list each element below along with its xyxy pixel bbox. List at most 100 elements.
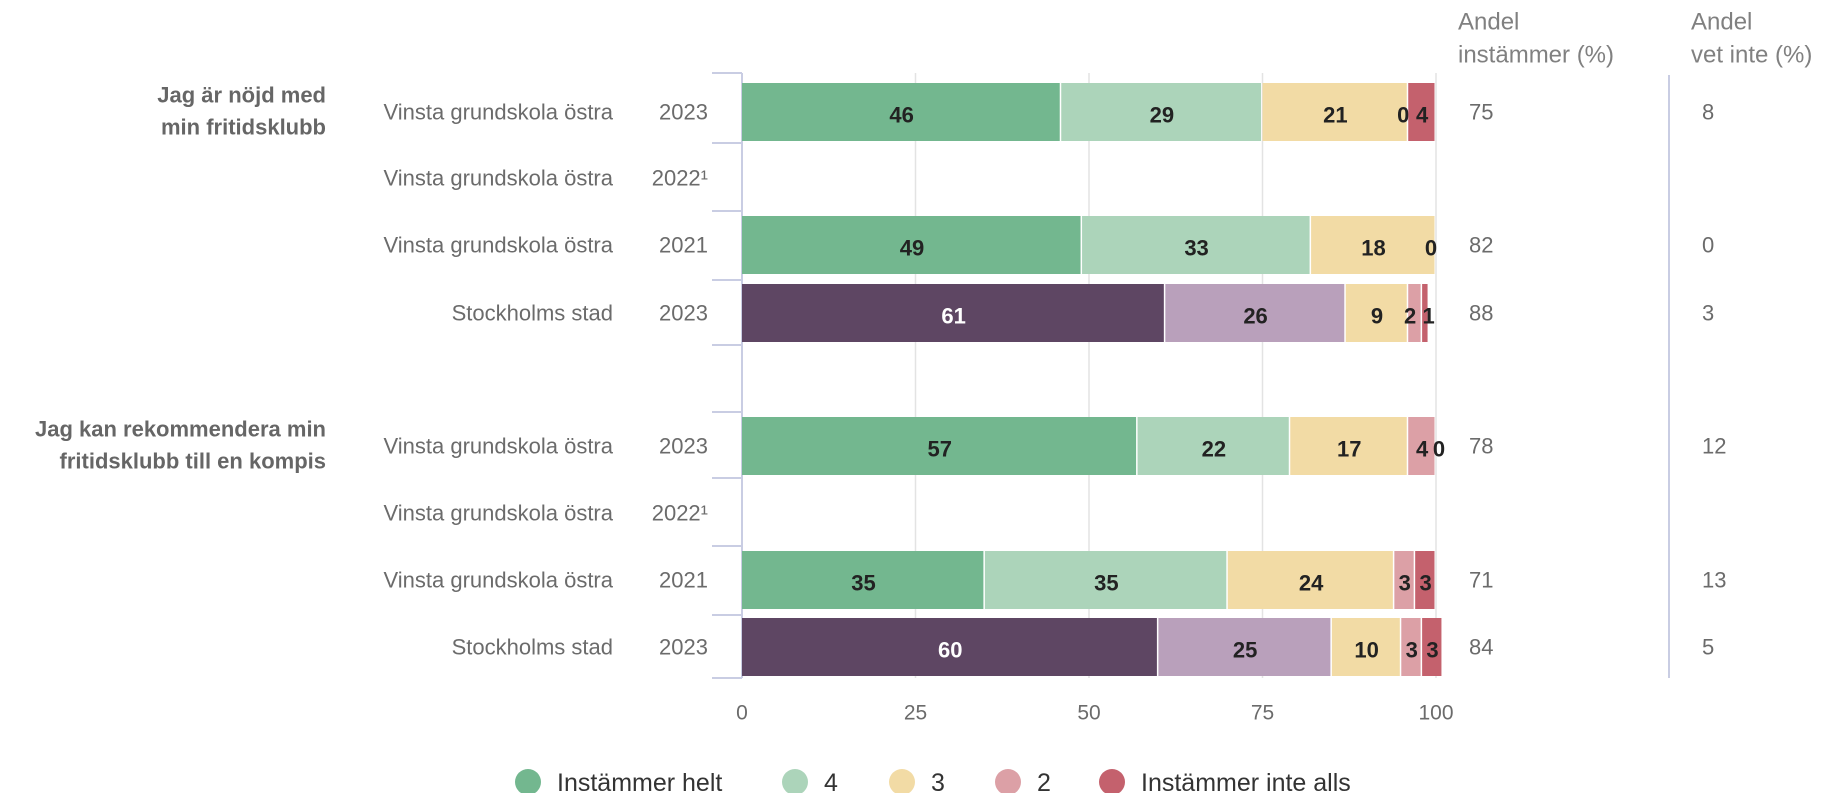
bar-segment <box>1331 618 1400 676</box>
legend-label: 4 <box>824 769 838 793</box>
dontknow-value: 12 <box>1702 434 1726 459</box>
bar-value-label: 1 <box>1422 304 1434 329</box>
bar-segment <box>1158 618 1331 676</box>
bar-segment <box>1165 284 1345 342</box>
bar-value-label: 3 <box>1399 571 1411 596</box>
question-label-line2: min fritidsklubb <box>161 115 326 140</box>
bar-segment <box>1408 83 1435 141</box>
bar-segment <box>742 618 1157 676</box>
bar-value-label: 35 <box>851 571 875 596</box>
bar-segment <box>1311 216 1435 274</box>
row-unit-label: Vinsta grundskola östra <box>383 233 613 258</box>
bar-segment <box>1290 417 1407 475</box>
bar-value-label: 3 <box>1419 571 1431 596</box>
row-year-label: 2023 <box>659 100 708 125</box>
bar-segment <box>1082 216 1310 274</box>
bar-segment <box>742 417 1137 475</box>
bar-segment <box>1408 284 1421 342</box>
bar-value-label: 22 <box>1202 437 1226 462</box>
bar-value-label: 0 <box>1397 103 1409 128</box>
bar-segment <box>984 551 1227 609</box>
dontknow-value: 0 <box>1702 233 1714 258</box>
bar-segment <box>742 216 1081 274</box>
bar-value-label: 26 <box>1243 304 1267 329</box>
bar-value-label: 2 <box>1404 304 1416 329</box>
bar-value-label: 18 <box>1361 236 1385 261</box>
row-year-label: 2023 <box>659 434 708 459</box>
dontknow-header-line1: Andel <box>1691 9 1752 36</box>
bar-value-label: 3 <box>1406 638 1418 663</box>
bar-segment <box>1394 551 1414 609</box>
bar-segment <box>1137 417 1289 475</box>
question-label-line1: Jag kan rekommendera min <box>35 417 326 442</box>
dontknow-header-line2: vet inte (%) <box>1691 42 1812 69</box>
bar-segment <box>1345 284 1407 342</box>
legend-label: Instämmer inte alls <box>1141 769 1351 793</box>
bar-value-label: 61 <box>941 304 965 329</box>
bar-value-label: 21 <box>1323 103 1347 128</box>
agree-value: 75 <box>1469 100 1493 125</box>
row-unit-label: Stockholms stad <box>452 301 613 326</box>
bar-value-label: 3 <box>1426 638 1438 663</box>
dontknow-value: 8 <box>1702 100 1714 125</box>
bar-segment <box>742 83 1060 141</box>
agree-value: 78 <box>1469 434 1493 459</box>
bar-value-label: 46 <box>889 103 913 128</box>
x-tick-label: 75 <box>1251 702 1274 725</box>
bar-value-label: 33 <box>1184 236 1208 261</box>
legend-swatch <box>995 769 1021 793</box>
bar-segment <box>1262 83 1407 141</box>
row-year-label: 2022¹ <box>652 166 708 191</box>
bar-value-label: 9 <box>1371 304 1383 329</box>
row-unit-label: Stockholms stad <box>452 635 613 660</box>
agree-header-line2: instämmer (%) <box>1458 42 1614 69</box>
bar-value-label: 29 <box>1150 103 1174 128</box>
bar-segment <box>1415 551 1435 609</box>
bar-value-label: 17 <box>1337 437 1361 462</box>
legend-label: Instämmer helt <box>557 769 722 793</box>
x-tick-label: 25 <box>904 702 927 725</box>
agree-value: 84 <box>1469 635 1493 660</box>
bar-segment <box>1061 83 1261 141</box>
row-unit-label: Vinsta grundskola östra <box>383 501 613 526</box>
row-unit-label: Vinsta grundskola östra <box>383 568 613 593</box>
dontknow-value: 5 <box>1702 635 1714 660</box>
legend-label: 3 <box>931 769 945 793</box>
x-tick-label: 50 <box>1077 702 1100 725</box>
legend-swatch <box>889 769 915 793</box>
bar-value-label: 4 <box>1416 437 1429 462</box>
bar-segment <box>1422 618 1442 676</box>
legend-swatch <box>515 769 541 793</box>
row-year-label: 2021 <box>659 568 708 593</box>
bar-value-label: 0 <box>1425 236 1437 261</box>
question-label-line2: fritidsklubb till en kompis <box>60 449 326 474</box>
row-year-label: 2022¹ <box>652 501 708 526</box>
bar-segment <box>1227 551 1393 609</box>
bar-value-label: 4 <box>1416 103 1429 128</box>
agree-header-line1: Andel <box>1458 9 1519 36</box>
row-year-label: 2023 <box>659 635 708 660</box>
bar-segment <box>1408 417 1435 475</box>
legend-swatch <box>782 769 808 793</box>
bar-value-label: 24 <box>1299 571 1324 596</box>
row-unit-label: Vinsta grundskola östra <box>383 434 613 459</box>
row-year-label: 2023 <box>659 301 708 326</box>
x-tick-label: 100 <box>1418 702 1453 725</box>
row-year-label: 2021 <box>659 233 708 258</box>
bar-segment <box>742 551 984 609</box>
x-tick-label: 0 <box>736 702 748 725</box>
dontknow-value: 3 <box>1702 301 1714 326</box>
dontknow-value: 13 <box>1702 568 1726 593</box>
legend-label: 2 <box>1037 769 1051 793</box>
bar-segment <box>1422 284 1428 342</box>
bar-value-label: 0 <box>1433 437 1445 462</box>
agree-value: 71 <box>1469 568 1493 593</box>
bar-segment <box>1401 618 1421 676</box>
legend-swatch <box>1099 769 1125 793</box>
row-unit-label: Vinsta grundskola östra <box>383 100 613 125</box>
agree-value: 88 <box>1469 301 1493 326</box>
agree-value: 82 <box>1469 233 1493 258</box>
question-label-line1: Jag är nöjd med <box>157 83 326 108</box>
row-unit-label: Vinsta grundskola östra <box>383 166 613 191</box>
